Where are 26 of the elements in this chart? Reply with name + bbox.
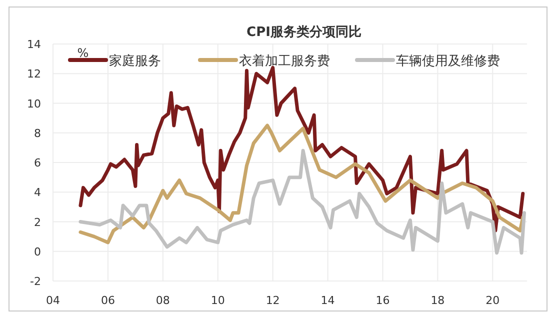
y-tick-label: 10 (27, 97, 41, 110)
legend-label: 车辆使用及维修费 (396, 54, 500, 69)
y-axis-title: % (77, 46, 89, 60)
chart-title: CPI服务类分项同比 (246, 25, 362, 40)
y-tick-label: 14 (27, 38, 41, 51)
line-series (78, 148, 526, 255)
y-tick-label: 8 (34, 126, 41, 140)
x-tick-label: 06 (100, 294, 115, 307)
legend-label: 家庭服务 (109, 53, 161, 69)
y-tick-label: 0 (34, 245, 41, 258)
legend-label: 衣着加工服务费 (239, 53, 330, 69)
x-tick-label: 08 (156, 294, 170, 307)
x-tick-label: 18 (430, 294, 445, 307)
line-series (78, 124, 525, 244)
x-tick-label: 20 (486, 294, 500, 307)
y-tick-label: 2 (34, 216, 41, 229)
line-series (78, 66, 525, 232)
y-tick-label: 6 (34, 156, 41, 170)
y-tick-label: 12 (27, 68, 41, 81)
y-tick-label: -2 (30, 275, 41, 288)
x-tick-label: 16 (376, 294, 390, 307)
x-tick-label: 10 (210, 294, 225, 307)
y-tick-label: 4 (34, 186, 41, 200)
x-tick-label: 14 (320, 294, 335, 307)
x-tick-label: 12 (266, 294, 280, 307)
x-tick-label: 04 (46, 294, 60, 307)
